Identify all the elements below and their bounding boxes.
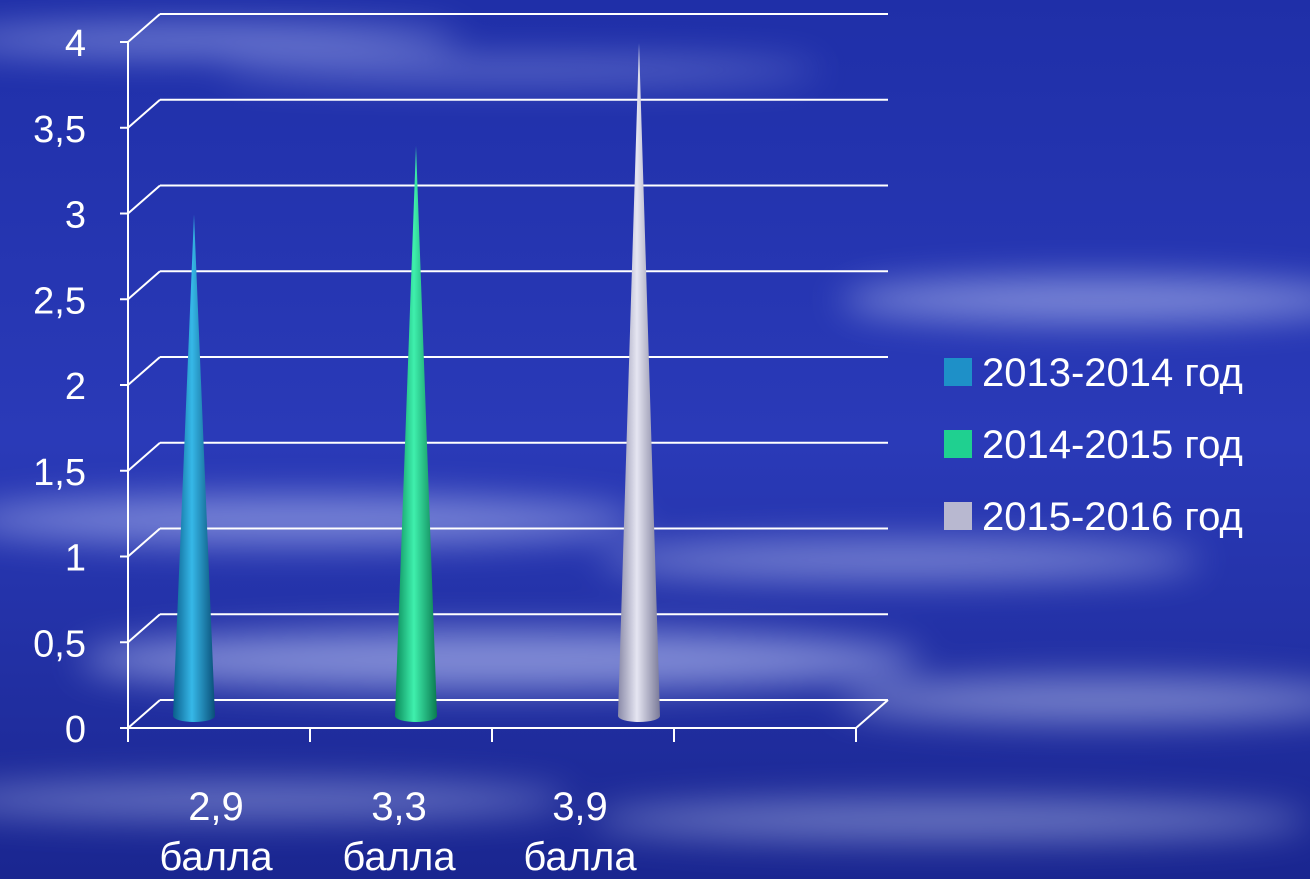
- y-tick-label: 0,5: [33, 623, 86, 665]
- bar-cone: [395, 146, 437, 723]
- legend-swatch: [944, 430, 972, 458]
- gridlines: [127, 13, 889, 729]
- legend-swatch: [944, 502, 972, 530]
- bar-cone-body: [618, 43, 660, 722]
- category-label: балла: [159, 835, 273, 879]
- legend-label: 2015-2016 год: [982, 495, 1243, 539]
- bar-cone: [618, 43, 660, 722]
- y-tick-label: 1: [65, 538, 86, 580]
- y-tick-labels: 0 0,5 1 1,5 2 2,5 3 3,5 4: [33, 23, 86, 751]
- legend-label: 2014-2015 год: [982, 423, 1243, 467]
- y-tick-label: 0: [65, 709, 86, 751]
- legend-swatch: [944, 358, 972, 386]
- x-axis: [127, 727, 857, 742]
- bars: [173, 43, 660, 723]
- y-axis: [120, 41, 129, 729]
- side-wall-gridline: [127, 356, 161, 386]
- y-tick-label: 3,5: [33, 109, 86, 151]
- bar-cone-body: [395, 146, 437, 723]
- legend-item: 2014-2015 год: [944, 423, 1243, 467]
- bar-cone-body: [173, 214, 215, 722]
- side-wall-gridline: [127, 270, 161, 301]
- legend-item: 2013-2014 год: [944, 351, 1243, 395]
- category-label: 3,9: [552, 785, 608, 829]
- side-wall-gridline: [127, 13, 161, 43]
- bar-cone: [173, 214, 215, 722]
- category-label: балла: [342, 835, 456, 879]
- category-labels: 2,9 балла 3,3 балла 3,9 балла: [159, 785, 637, 879]
- floor-edge: [855, 699, 889, 729]
- legend-label: 2013-2014 год: [982, 351, 1243, 395]
- category-label: балла: [523, 835, 637, 879]
- y-tick-label: 2,5: [33, 280, 86, 322]
- side-wall-gridline: [127, 441, 161, 472]
- y-tick-label: 2: [65, 366, 86, 408]
- category-label: 2,9: [188, 785, 244, 829]
- side-wall-gridline: [127, 98, 161, 129]
- legend: 2013-2014 год 2014-2015 год 2015-2016 год: [944, 351, 1243, 539]
- category-label: 3,3: [371, 785, 427, 829]
- legend-item: 2015-2016 год: [944, 495, 1243, 539]
- y-tick-label: 3: [65, 195, 86, 237]
- y-tick-label: 4: [65, 23, 86, 65]
- side-wall-gridline: [127, 699, 161, 729]
- side-wall-gridline: [127, 527, 161, 558]
- side-wall-gridline: [127, 184, 161, 215]
- y-tick-label: 1,5: [33, 452, 86, 494]
- side-wall-gridline: [127, 613, 161, 644]
